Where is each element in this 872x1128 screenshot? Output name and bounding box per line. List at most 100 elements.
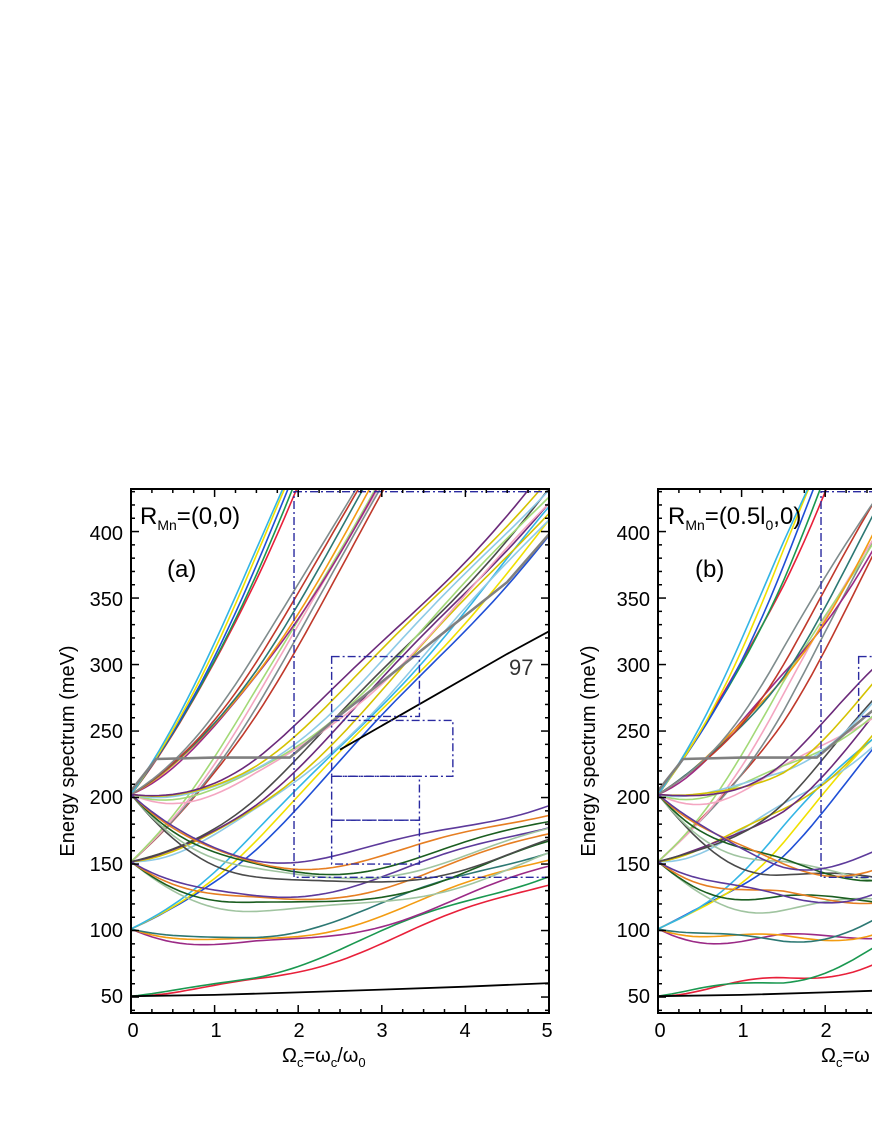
x-tick-label: 5	[541, 1020, 552, 1042]
energy-level-line	[658, 734, 872, 863]
energy-level-line	[131, 793, 549, 864]
panel-label-a: (a)	[167, 556, 196, 583]
energy-level-line	[131, 489, 294, 795]
y-tick-label: 250	[617, 721, 650, 743]
energy-level-line	[658, 793, 872, 871]
level-index-label: 97	[509, 655, 533, 680]
y-tick-label: 200	[617, 787, 650, 809]
y-tick-label: 150	[90, 854, 123, 876]
y-tick-label: 50	[628, 986, 650, 1008]
energy-level-line	[131, 489, 365, 796]
energy-level-line	[658, 543, 872, 863]
energy-level-line	[131, 793, 549, 876]
x-tick-label: 3	[376, 1020, 387, 1042]
energy-level-line	[131, 489, 531, 797]
energy-level-line	[658, 502, 872, 796]
energy-level-line	[658, 793, 872, 878]
energy-levels-a	[131, 489, 549, 998]
energy-level-line	[658, 489, 810, 795]
energy-level-line	[658, 715, 872, 863]
panel-label-b: (b)	[695, 556, 724, 583]
panel-b: 50 100 150 200 250 300 350 400 0 1 2 Ene…	[578, 488, 872, 1070]
energy-level-line	[131, 489, 360, 796]
y-axis-title: Energy spectrum (meV)	[57, 645, 79, 856]
x-tick-label: 2	[820, 1020, 831, 1042]
energy-level-line	[131, 884, 549, 997]
energy-level-line	[658, 793, 872, 882]
y-tick-label: 200	[90, 787, 123, 809]
energy-level-line	[658, 861, 872, 903]
energy-level-line	[658, 964, 872, 997]
energy-level-line	[131, 489, 357, 796]
y-tick-label: 300	[90, 655, 123, 677]
energy-level-line	[658, 793, 872, 878]
energy-level-line	[658, 738, 872, 930]
energy-level-line	[131, 793, 549, 880]
energy-level-line	[658, 715, 872, 801]
energy-level-line	[131, 489, 298, 795]
highlight-box	[330, 655, 421, 718]
x-tick-label: 4	[459, 1020, 470, 1042]
energy-level-line	[658, 746, 872, 863]
energy-level-line	[131, 865, 549, 946]
level-97-line	[339, 630, 549, 751]
energy-level-line	[658, 489, 822, 795]
energy-level-line	[658, 919, 872, 943]
mn-position-annotation: RMn=(0,0)	[140, 503, 240, 533]
mn-position-annotation: RMn=(0.5l0,0)	[668, 503, 801, 533]
energy-level-line	[131, 489, 286, 795]
energy-level-line	[658, 793, 872, 882]
energy-level-line	[658, 947, 872, 997]
y-tick-label: 100	[617, 920, 650, 942]
y-tick-label: 350	[90, 589, 123, 611]
energy-level-line	[658, 489, 815, 795]
energy-level-line	[131, 489, 542, 797]
energy-level-line	[131, 793, 549, 883]
energy-level-line	[131, 489, 549, 863]
highlight-box	[330, 775, 421, 821]
upper-envelope-line	[658, 709, 872, 792]
energy-level-line	[131, 827, 549, 899]
energy-level-line	[131, 512, 549, 863]
energy-level-line	[658, 861, 872, 914]
y-tick-label: 300	[617, 655, 650, 677]
energy-level-line	[658, 489, 828, 795]
highlight-boxes-b	[820, 490, 872, 879]
energy-level-line	[131, 506, 549, 930]
y-tick-label: 400	[617, 523, 650, 545]
energy-level-line	[131, 859, 549, 941]
energy-level-line	[131, 793, 549, 871]
energy-level-line	[658, 699, 872, 863]
panel-a: 50 100 150 200 250 300 350 400 0 1 2 3 4…	[57, 488, 553, 1070]
x-tick-label: 2	[293, 1020, 304, 1042]
energy-level-line	[131, 519, 549, 930]
y-tick-label: 350	[617, 589, 650, 611]
energy-level-line	[131, 489, 377, 863]
energy-levels-b	[658, 489, 872, 998]
plot-frame-b	[657, 488, 872, 1014]
energy-level-line	[131, 875, 549, 997]
x-axis-title: Ωc=ωc/ω0	[282, 1045, 366, 1070]
x-tick-label: 0	[654, 1020, 665, 1042]
highlight-box	[330, 819, 421, 865]
ground-line	[658, 989, 872, 998]
axis-ticks-a	[130, 489, 550, 1013]
energy-level-line	[131, 840, 549, 904]
y-tick-label: 250	[90, 721, 123, 743]
energy-level-line	[658, 683, 872, 796]
y-tick-label: 50	[101, 986, 123, 1008]
energy-level-line	[658, 861, 872, 905]
y-tick-label: 400	[90, 523, 123, 545]
ground-line	[131, 982, 549, 998]
energy-level-line	[131, 489, 284, 795]
x-axis-title: Ωc=ω	[821, 1045, 870, 1070]
x-tick-label: 0	[127, 1020, 138, 1042]
highlight-box	[820, 490, 872, 879]
highlight-box	[293, 490, 549, 879]
upper-envelope-line	[131, 533, 549, 792]
highlight-box	[330, 719, 454, 777]
energy-level-line	[658, 928, 872, 942]
energy-level-line	[658, 668, 872, 797]
x-tick-label: 1	[737, 1020, 748, 1042]
